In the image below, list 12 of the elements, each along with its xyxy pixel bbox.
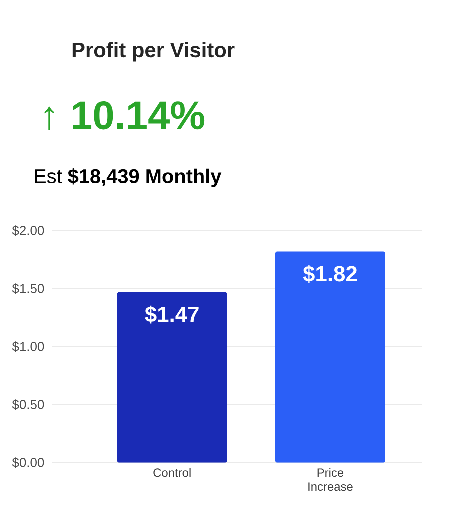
y-tick-label: $1.50	[12, 284, 44, 294]
text: Est $18,439 Monthly	[35, 168, 222, 188]
x-tick-label: Price Increase	[308, 468, 353, 492]
x-tick-label: Control	[154, 468, 191, 478]
chart-subtitle: ↑ 10.14%	[44, 101, 205, 131]
data-label: $1.47	[145, 306, 199, 324]
chart-title: Profit per Visitor	[72, 42, 235, 62]
y-tick-label: $0.00	[12, 458, 44, 468]
y-tick-label: $0.50	[12, 400, 44, 410]
y-tick-label: $2.00	[12, 226, 44, 236]
y-tick-label: $1.00	[12, 342, 44, 352]
data-label: $1.82	[303, 265, 358, 284]
